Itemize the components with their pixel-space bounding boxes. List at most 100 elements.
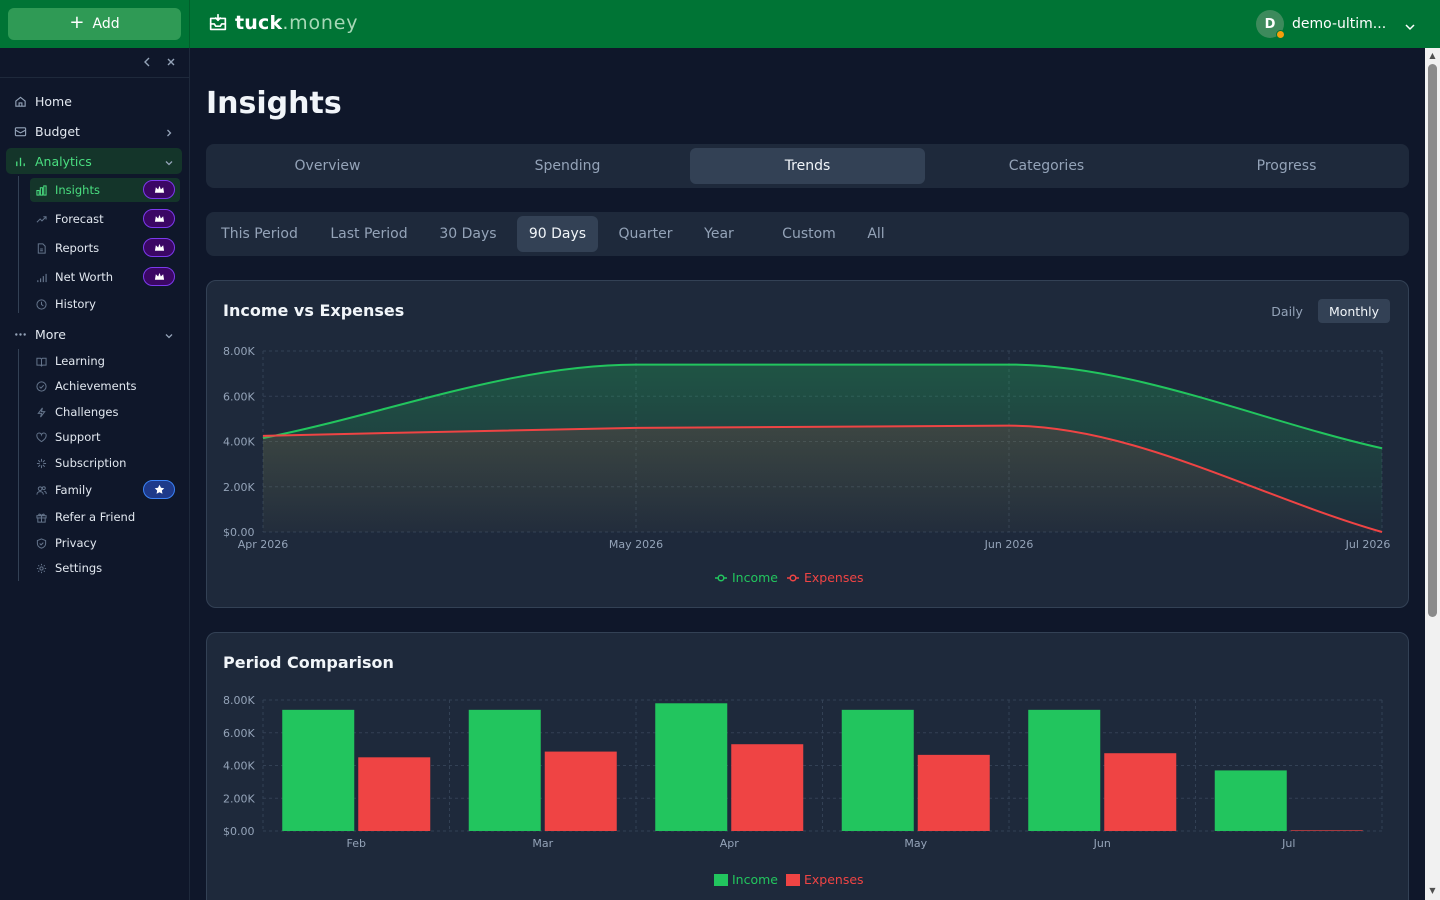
- series-line-expenses: [262, 424, 1383, 533]
- user-menu[interactable]: D demo-ultim...: [1256, 10, 1416, 39]
- sidebar-item-settings[interactable]: Settings: [30, 556, 180, 580]
- period-90-days[interactable]: 90 Days: [517, 216, 598, 252]
- sidebar-item-refer-a-friend[interactable]: Refer a Friend: [30, 505, 180, 529]
- period-comparison-chart: $0.00 2.00K 4.00K 6.00K 8.00K Feb Mar Apr May Jun…: [223, 694, 1383, 887]
- premium-badge: [143, 267, 175, 286]
- y-tick-label: 2.00K: [223, 481, 255, 494]
- close-icon[interactable]: [165, 56, 177, 68]
- user-name: demo-ultim...: [1292, 16, 1387, 32]
- toggle-daily[interactable]: Daily: [1271, 303, 1303, 319]
- premium-badge: [143, 209, 175, 228]
- sidebar-item-challenges[interactable]: Challenges: [30, 400, 180, 424]
- sidebar-item-budget[interactable]: Budget: [6, 118, 182, 144]
- y-tick-label: 6.00K: [223, 727, 255, 740]
- sidebar-item-learning[interactable]: Learning: [30, 349, 180, 373]
- add-button[interactable]: + Add: [8, 8, 181, 40]
- sidebar-item-insights[interactable]: Insights: [30, 178, 180, 202]
- x-tick-label: Mar: [532, 837, 553, 850]
- sidebar-item-label: Home: [35, 93, 72, 109]
- sidebar-item-subscription[interactable]: Subscription: [30, 451, 180, 475]
- brand-logo[interactable]: tuck.money: [207, 12, 358, 34]
- check-circle-icon: [36, 380, 47, 392]
- document-icon: [36, 242, 47, 254]
- x-tick-label: May: [904, 837, 927, 850]
- legend-label-expenses: Expenses: [804, 872, 864, 887]
- sparkle-icon: [36, 458, 47, 469]
- premium-badge: [143, 238, 175, 257]
- sidebar-item-label: Insights: [55, 183, 100, 197]
- tab-categories[interactable]: Categories: [1008, 158, 1085, 174]
- chevron-down-icon: [164, 329, 174, 339]
- sidebar-item-home[interactable]: Home: [6, 88, 182, 114]
- chevron-right-icon: [164, 126, 174, 137]
- toggle-monthly[interactable]: Monthly: [1317, 299, 1390, 323]
- inbox-icon: [207, 12, 229, 34]
- x-tick-label: Apr 2026: [238, 538, 289, 551]
- crown-icon: [154, 214, 164, 222]
- bar-expenses: [1104, 753, 1177, 831]
- sidebar-item-privacy[interactable]: Privacy: [30, 531, 180, 555]
- scrollbar-thumb[interactable]: [1428, 64, 1437, 617]
- sidebar-item-label: History: [55, 297, 96, 311]
- sidebar-item-achievements[interactable]: Achievements: [30, 374, 180, 398]
- sidebar-item-label: Net Worth: [55, 270, 114, 284]
- sidebar-item-reports[interactable]: Reports: [30, 236, 180, 260]
- top-bar: + Add tuck.money D demo-ultim...: [0, 0, 1440, 48]
- tab-overview[interactable]: Overview: [294, 158, 361, 174]
- period-last-period[interactable]: Last Period: [330, 226, 408, 242]
- period-all[interactable]: All: [867, 226, 885, 242]
- home-icon: [14, 95, 27, 108]
- scroll-down-icon[interactable]: ▼: [1429, 886, 1436, 895]
- clock-icon: [36, 298, 47, 310]
- sidebar-item-net-worth[interactable]: Net Worth: [30, 265, 180, 289]
- sidebar-item-support[interactable]: Support: [30, 425, 180, 449]
- period-this-period[interactable]: This Period: [221, 226, 298, 242]
- chevron-left-icon[interactable]: [141, 56, 153, 68]
- sidebar-item-label: Settings: [55, 561, 103, 575]
- chevron-down-icon: [164, 156, 174, 166]
- period-year[interactable]: Year: [704, 226, 734, 242]
- avatar: D: [1256, 10, 1285, 39]
- bar-income: [841, 709, 914, 831]
- tab-spending[interactable]: Spending: [534, 158, 601, 174]
- legend-swatch: [714, 874, 728, 886]
- add-button-label: Add: [92, 16, 120, 32]
- period-custom[interactable]: Custom: [782, 226, 836, 242]
- sidebar-item-history[interactable]: History: [30, 292, 180, 316]
- period-selector: This Period Last Period 30 Days 90 Days …: [206, 212, 1409, 256]
- gear-icon: [36, 563, 47, 574]
- bar-expenses: [1290, 830, 1363, 831]
- sidebar-item-forecast[interactable]: Forecast: [30, 207, 180, 231]
- bar-income: [282, 709, 355, 831]
- sidebar-item-analytics[interactable]: Analytics: [6, 148, 182, 174]
- bar-income: [1214, 770, 1287, 831]
- x-tick-label: Jun: [1093, 837, 1111, 850]
- page-title: Insights: [206, 86, 342, 121]
- scrollbar[interactable]: ▲ ▼: [1425, 48, 1440, 900]
- bar-expenses: [917, 754, 990, 831]
- y-tick-label: 4.00K: [223, 436, 255, 449]
- x-tick-label: Jun 2026: [984, 538, 1034, 551]
- book-icon: [36, 356, 47, 367]
- sidebar-item-more[interactable]: More: [6, 321, 182, 347]
- period-30-days[interactable]: 30 Days: [439, 226, 497, 242]
- tab-progress[interactable]: Progress: [1256, 158, 1317, 174]
- topbar-divider: [189, 0, 190, 48]
- sidebar-item-family[interactable]: Family: [30, 478, 180, 502]
- scroll-up-icon[interactable]: ▲: [1429, 51, 1436, 60]
- submenu-guide-line: [18, 176, 19, 313]
- tab-trends[interactable]: Trends: [690, 148, 925, 184]
- x-tick-label: Jul 2026: [1345, 538, 1391, 551]
- sidebar-item-label: Subscription: [55, 456, 127, 470]
- family-badge: [143, 480, 175, 499]
- sidebar-item-label: Refer a Friend: [55, 510, 136, 524]
- y-tick-label: $0.00: [223, 526, 255, 539]
- chevron-down-icon: [1404, 18, 1416, 31]
- crown-icon: [154, 243, 164, 251]
- legend-label-expenses: Expenses: [804, 570, 864, 585]
- heart-icon: [36, 432, 47, 443]
- period-quarter[interactable]: Quarter: [618, 226, 673, 242]
- lightning-icon: [36, 407, 47, 418]
- card-title: Income vs Expenses: [223, 301, 405, 320]
- bar-income: [1028, 709, 1101, 831]
